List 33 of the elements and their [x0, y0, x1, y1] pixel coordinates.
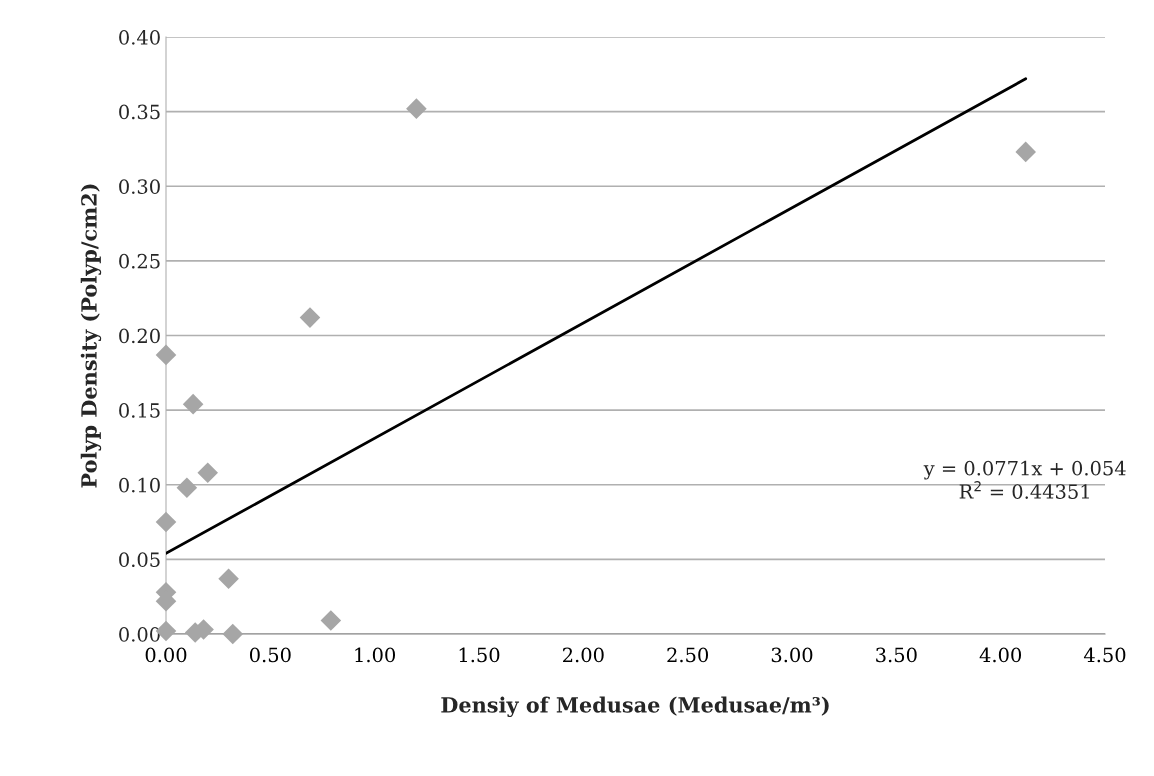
- x-tick-label: 4.50: [1083, 647, 1126, 663]
- point: [299, 307, 321, 328]
- point: [222, 623, 244, 645]
- y-tick-label: 0.40: [119, 29, 160, 45]
- x-tick-label: 0.50: [249, 647, 291, 663]
- x-tick-label: 0.00: [145, 647, 187, 663]
- point: [406, 98, 427, 119]
- x-tick-label: 4.00: [979, 647, 1022, 663]
- y-tick-label: 0.30: [119, 179, 160, 194]
- point: [218, 568, 239, 590]
- x-tick-label: 3.00: [771, 647, 813, 663]
- x-tick-label: 3.50: [876, 647, 917, 663]
- x-tick-label: 1.50: [459, 647, 500, 663]
- y-tick-label: 0.05: [119, 552, 160, 568]
- y-tick-label: 0.00: [119, 626, 160, 642]
- y-tick-label: 0.10: [119, 477, 160, 493]
- y-tick-label: 0.20: [119, 328, 160, 344]
- annotation: y = 0.0771x + 0.054 R$^{2}$ = 0.44351: [923, 460, 1126, 499]
- point: [1015, 141, 1037, 163]
- y-tick-label: 0.15: [119, 403, 160, 418]
- point: [176, 477, 198, 499]
- x-tick-label: 1.00: [355, 647, 396, 663]
- x-tick-label: 2.50: [667, 647, 709, 663]
- y-tick-label: 0.35: [119, 104, 160, 120]
- y-axis-title: Polyp Density (Polyp/cm2): [80, 184, 102, 488]
- x-axis-title: Densiy of Medusae (Medusae/m³): [441, 696, 829, 718]
- point: [182, 393, 204, 415]
- point: [155, 344, 177, 366]
- y-tick-label: 0.25: [119, 253, 160, 269]
- point: [155, 511, 177, 533]
- point: [320, 610, 342, 631]
- x-tick-label: 2.00: [563, 647, 604, 663]
- point: [197, 462, 219, 484]
